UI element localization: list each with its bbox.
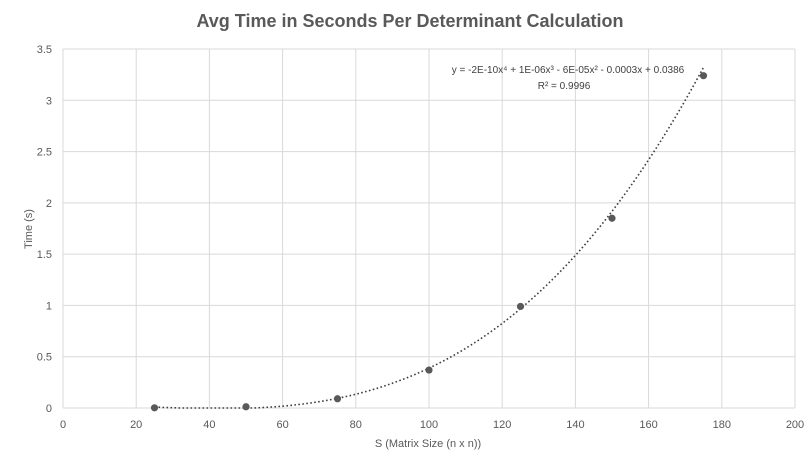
data-point bbox=[608, 214, 616, 222]
y-tick-label: 0 bbox=[46, 403, 52, 415]
data-point bbox=[425, 366, 433, 374]
y-tick-label: 2.5 bbox=[37, 147, 52, 159]
x-tick-label: 20 bbox=[130, 419, 142, 431]
x-tick-label: 100 bbox=[420, 419, 438, 431]
y-tick-label: 0.5 bbox=[37, 352, 52, 364]
y-tick-label: 1 bbox=[46, 300, 52, 312]
y-tick-label: 3 bbox=[46, 95, 52, 107]
data-point bbox=[516, 302, 525, 311]
x-tick-label: 200 bbox=[786, 419, 804, 431]
x-tick-label: 80 bbox=[350, 419, 362, 431]
x-axis-title: S (Matrix Size (n x n)) bbox=[375, 438, 481, 450]
gridlines bbox=[62, 48, 796, 409]
y-tick-label: 2 bbox=[46, 198, 52, 210]
x-tick-label: 160 bbox=[639, 419, 657, 431]
data-point bbox=[333, 395, 342, 403]
x-tick-label: 180 bbox=[713, 419, 731, 431]
y-tick-label: 3.5 bbox=[37, 44, 52, 56]
x-tick-label: 0 bbox=[60, 419, 66, 431]
data-point bbox=[150, 404, 159, 412]
x-tick-label: 140 bbox=[566, 419, 584, 431]
y-axis-title: Time (s) bbox=[23, 209, 35, 249]
x-tick-label: 60 bbox=[276, 419, 288, 431]
chart-title: Avg Time in Seconds Per Determinant Calc… bbox=[196, 11, 623, 31]
data-point bbox=[699, 72, 708, 80]
x-tick-label: 120 bbox=[493, 419, 511, 431]
trendline-equation: y = -2E-10x⁴ + 1E-06x³ - 6E-05x² - 0.000… bbox=[452, 65, 685, 76]
data-points bbox=[150, 72, 708, 412]
tick-labels: 0 20 40 60 80 100 120 140 160 180 200 0 0.5 1 1.5 2 2.5 3… bbox=[37, 44, 804, 431]
data-point bbox=[242, 403, 250, 411]
y-tick-label: 1.5 bbox=[37, 249, 52, 261]
trendline-r-squared: R² = 0.9996 bbox=[538, 81, 591, 92]
x-tick-label: 40 bbox=[203, 419, 215, 431]
